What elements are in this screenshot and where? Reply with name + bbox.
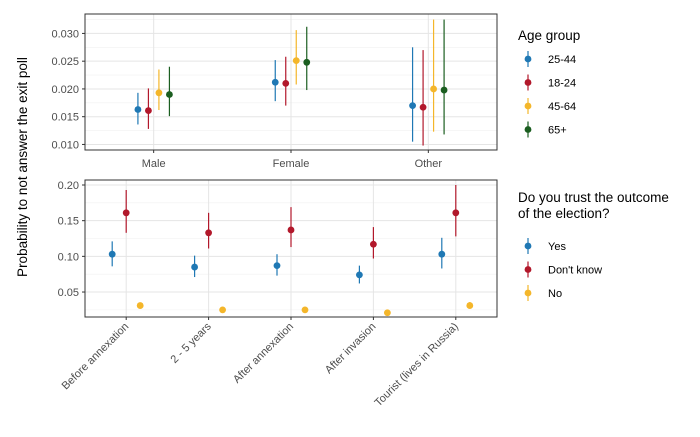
legend-key-point — [524, 126, 532, 133]
y-tick-label: 0.030 — [51, 28, 79, 40]
point-no — [219, 306, 227, 314]
legend-title: Age group — [518, 28, 580, 43]
x-tick-label: Other — [415, 158, 443, 170]
legend-key-point — [524, 289, 532, 297]
point-25-44 — [134, 106, 142, 113]
point-18-24 — [419, 103, 427, 111]
point-don-t-know — [122, 209, 130, 217]
point-don-t-know — [205, 229, 213, 237]
legend-label: 18-24 — [548, 78, 576, 90]
legend-label: Don't know — [548, 265, 602, 277]
legend-key-point — [524, 102, 532, 110]
point-no — [384, 309, 391, 317]
legend-key-point — [524, 79, 532, 86]
point-yes — [356, 271, 363, 279]
y-tick-label: 0.05 — [58, 287, 79, 299]
point-yes — [273, 262, 281, 270]
legend-label: 45-64 — [548, 101, 576, 113]
point-no — [301, 306, 309, 314]
y-tick-label: 0.20 — [58, 180, 79, 192]
point-18-24 — [145, 107, 152, 114]
point-45-64 — [430, 85, 437, 93]
y-tick-label: 0.025 — [51, 56, 79, 68]
point-don-t-know — [370, 240, 377, 248]
panel-border — [84, 13, 498, 151]
point-don-t-know — [452, 209, 460, 217]
point-no — [466, 302, 474, 309]
age-group-panel: 0.010 0.015 0.020 0.025 0.030 Male Female Other… — [51, 13, 580, 170]
point-45-64 — [292, 57, 300, 65]
point-18-24 — [282, 79, 290, 87]
y-tick-label: 0.10 — [58, 251, 79, 263]
legend-label: 65+ — [548, 125, 567, 137]
x-tick-label: Female — [273, 158, 310, 170]
point-25-44 — [271, 78, 279, 86]
y-tick-label: 0.15 — [58, 216, 79, 228]
point-65 — [440, 86, 448, 94]
legend-label: No — [548, 288, 562, 300]
point-yes — [438, 250, 446, 258]
y-tick-label: 0.015 — [51, 112, 79, 124]
point-25-44 — [409, 102, 416, 109]
point-65 — [303, 58, 311, 66]
panel-border — [84, 179, 498, 318]
x-tick-label: Male — [142, 158, 166, 170]
point-65 — [166, 91, 173, 98]
legend: Do you trust the outcome of the election?… — [518, 190, 669, 301]
y-axis-label: Probability to not answer the exit poll — [15, 57, 30, 277]
legend-title: Do you trust the outcome of the election? — [518, 190, 669, 221]
point-don-t-know — [287, 226, 295, 234]
legend-key-point — [524, 55, 532, 63]
legend-key-point — [524, 266, 532, 273]
y-tick-label: 0.010 — [51, 139, 79, 151]
y-tick-label: 0.020 — [51, 84, 79, 96]
legend-label: 25-44 — [548, 54, 576, 66]
legend: Age group 25-44 18-24 45-64 65+ — [518, 28, 580, 138]
point-45-64 — [155, 89, 163, 97]
legend-key-point — [524, 242, 532, 250]
point-yes — [108, 250, 116, 258]
point-no — [136, 302, 144, 309]
point-yes — [191, 263, 199, 271]
legend-label: Yes — [548, 241, 566, 253]
